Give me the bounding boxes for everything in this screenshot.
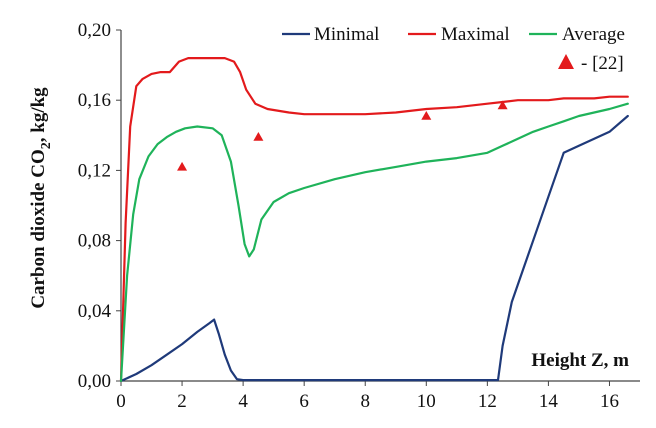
y-axis-title-main: Carbon dioxide CO [28,149,49,308]
reference-marker [177,161,188,171]
reference-marker [253,132,264,141]
x-tick-label: 8 [360,391,370,412]
y-tick-label: 0,00 [78,371,111,392]
y-tick-label: 0,16 [78,90,111,111]
reference-marker [497,100,508,110]
y-axis-title-subscript: 2 [39,142,54,149]
x-tick-label: 2 [177,391,187,412]
x-tick-label: 16 [600,391,619,412]
y-tick-label: 0,08 [78,231,111,252]
y-axis-title-unit: , kg/kg [28,87,49,142]
x-tick-label: 10 [417,391,436,412]
series-line-maximal [119,56,629,383]
x-tick-label: 4 [238,391,248,412]
y-tick-label: 0,12 [78,160,111,181]
x-tick-label: 0 [116,391,126,412]
legend-swatch-reference [558,54,574,69]
reference-marker [421,110,432,120]
y-tick-label: 0,20 [78,20,111,41]
legend-label-average: Average [562,24,625,45]
legend-label-reference: - [22] [581,53,624,74]
x-tick-label: 6 [299,391,309,412]
series-line-average [119,102,629,383]
x-axis-title: Height Z, m [531,350,629,371]
y-axis-title: Carbon dioxide CO2, kg/kg [28,87,54,309]
legend-label-minimal: Minimal [314,24,379,45]
y-tick-label: 0,04 [78,301,112,322]
x-tick-label: 14 [539,391,559,412]
x-tick-label: 12 [478,391,497,412]
series-line-minimal [119,114,629,383]
legend-label-maximal: Maximal [441,24,510,45]
